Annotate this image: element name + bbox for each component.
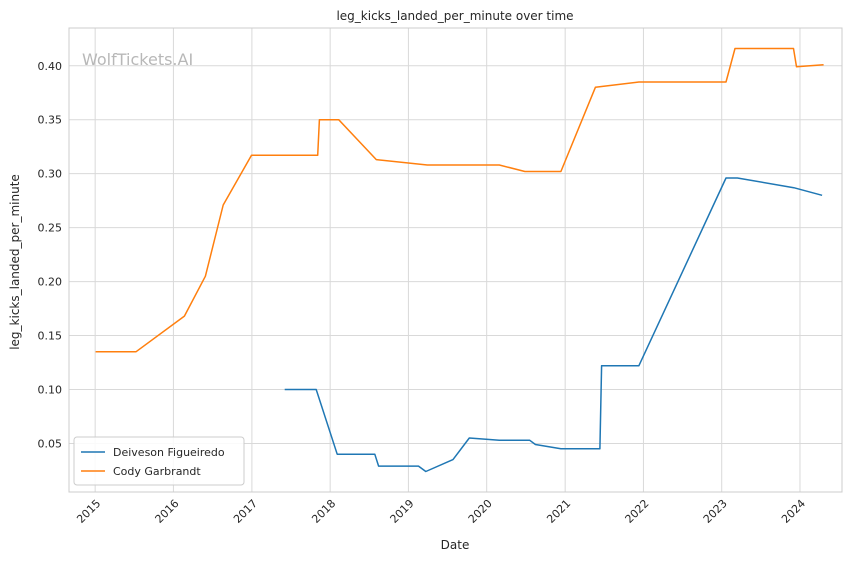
y-tick-label: 0.30 <box>38 168 63 181</box>
series-line-cody-garbrandt <box>95 47 824 353</box>
legend-box <box>73 436 245 486</box>
y-tick-label: 0.35 <box>38 114 63 127</box>
series-layer <box>95 47 824 473</box>
y-axis-label: leg_kicks_landed_per_minute <box>8 174 22 350</box>
legend: Deiveson Figueiredo Cody Garbrandt <box>73 436 245 486</box>
y-tick-label: 0.10 <box>38 383 63 396</box>
watermark: WolfTickets.AI <box>82 50 193 69</box>
grid-lines <box>69 28 842 492</box>
series-line-deiveson-figueiredo <box>284 177 823 473</box>
chart-title: leg_kicks_landed_per_minute over time <box>336 9 573 23</box>
y-axis-ticks: 0.05 0.10 0.15 0.20 0.25 0.30 0.35 0.40 <box>38 60 63 451</box>
legend-label: Deiveson Figueiredo <box>113 446 225 459</box>
x-axis-label: Date <box>441 538 470 552</box>
y-tick-label: 0.20 <box>38 276 63 289</box>
plot-frame <box>68 27 843 493</box>
y-tick-label: 0.15 <box>38 330 63 343</box>
y-tick-label: 0.25 <box>38 222 63 235</box>
y-tick-label: 0.40 <box>38 60 63 73</box>
legend-label: Cody Garbrandt <box>113 465 201 478</box>
y-tick-label: 0.05 <box>38 437 63 450</box>
